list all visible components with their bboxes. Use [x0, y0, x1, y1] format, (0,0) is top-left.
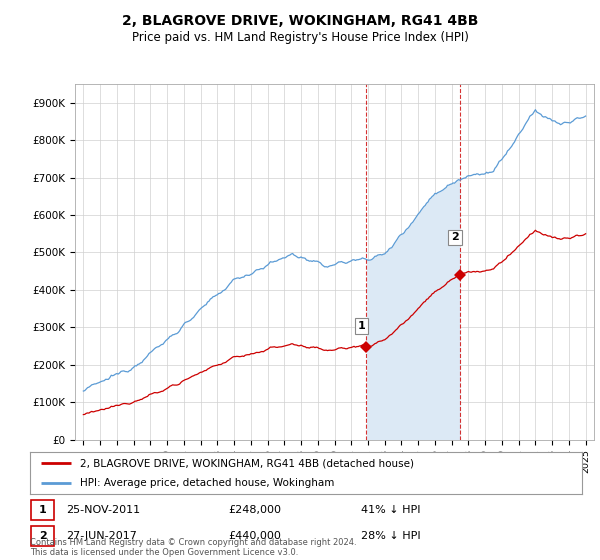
Text: 2: 2 — [451, 232, 459, 242]
Text: 2: 2 — [39, 531, 47, 541]
Text: £248,000: £248,000 — [229, 505, 282, 515]
Text: 27-JUN-2017: 27-JUN-2017 — [66, 531, 137, 541]
Text: 1: 1 — [358, 321, 365, 331]
Text: 28% ↓ HPI: 28% ↓ HPI — [361, 531, 421, 541]
Text: £440,000: £440,000 — [229, 531, 281, 541]
Text: Contains HM Land Registry data © Crown copyright and database right 2024.
This d: Contains HM Land Registry data © Crown c… — [30, 538, 356, 557]
Text: 25-NOV-2011: 25-NOV-2011 — [66, 505, 140, 515]
FancyBboxPatch shape — [31, 500, 54, 520]
Text: 2, BLAGROVE DRIVE, WOKINGHAM, RG41 4BB: 2, BLAGROVE DRIVE, WOKINGHAM, RG41 4BB — [122, 14, 478, 28]
FancyBboxPatch shape — [31, 526, 54, 546]
Text: 41% ↓ HPI: 41% ↓ HPI — [361, 505, 421, 515]
Text: 1: 1 — [39, 505, 47, 515]
Text: HPI: Average price, detached house, Wokingham: HPI: Average price, detached house, Woki… — [80, 478, 334, 488]
Text: 2, BLAGROVE DRIVE, WOKINGHAM, RG41 4BB (detached house): 2, BLAGROVE DRIVE, WOKINGHAM, RG41 4BB (… — [80, 458, 413, 468]
Text: Price paid vs. HM Land Registry's House Price Index (HPI): Price paid vs. HM Land Registry's House … — [131, 31, 469, 44]
